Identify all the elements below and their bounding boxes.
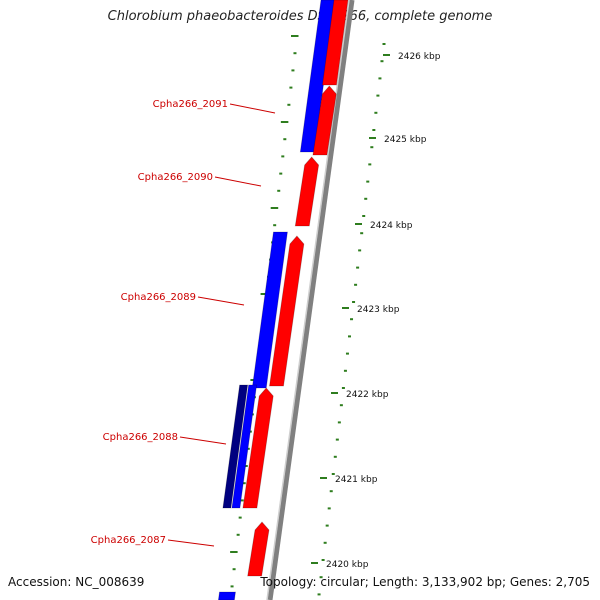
- reverse-gene-2088-dark-body: [222, 385, 248, 508]
- forward-gene-2091-red-edge: [312, 85, 337, 156]
- reverse-gene-2088-body: [231, 385, 257, 508]
- reverse-gene-2089-body: [252, 232, 288, 388]
- gene-label: Cpha266_2090: [138, 172, 213, 183]
- gene-label: Cpha266_2088: [103, 432, 178, 443]
- forward-gene-2091-red: [312, 85, 337, 156]
- gene-label: Cpha266_2089: [121, 292, 196, 303]
- forward-gene-2090: [294, 156, 320, 227]
- right-dotted-ring: [317, 43, 386, 596]
- reverse-gene-2088: [231, 384, 258, 509]
- backbone-line: [267, 0, 355, 600]
- kbp-tick-label: 2426 kbp: [398, 52, 441, 62]
- gene-label-leader: [214, 176, 262, 187]
- forward-gene-a-body: [322, 0, 348, 85]
- gene-label: Cpha266_2087: [91, 535, 166, 546]
- kbp-tick-label: 2424 kbp: [370, 221, 413, 231]
- gene-label-leader: [179, 436, 227, 445]
- gene-label-leader: [197, 296, 245, 306]
- kbp-tick-label: 2423 kbp: [357, 305, 400, 315]
- forward-gene-2089-edge: [269, 235, 305, 387]
- reverse-gene-next: [217, 591, 236, 600]
- reverse-gene-2088-edge: [231, 384, 258, 509]
- kbp-tick-label: 2421 kbp: [335, 475, 378, 485]
- topology-summary-text: Topology: circular; Length: 3,133,902 bp…: [260, 575, 590, 589]
- forward-gene-2087: [247, 521, 270, 577]
- kbp-tick-label: 2425 kbp: [384, 135, 427, 145]
- gene-label-leader: [167, 539, 215, 547]
- backbone-highlight: [266, 0, 350, 600]
- forward-gene-2091-red-body: [312, 86, 337, 155]
- genome-title: Chlorobium phaeobacteroides DSM 266, com…: [107, 9, 493, 24]
- forward-gene-2087-edge: [247, 521, 270, 577]
- kbp-tick-label: 2422 kbp: [346, 390, 389, 400]
- forward-gene-2089-body: [269, 236, 304, 386]
- gene-label: Cpha266_2091: [153, 99, 228, 110]
- forward-gene-2088-edge: [242, 387, 274, 509]
- kbp-tick-label: 2420 kbp: [326, 560, 369, 570]
- reverse-gene-next-edge: [217, 591, 236, 600]
- forward-gene-2088: [242, 387, 274, 509]
- reverse-gene-next-body: [218, 592, 236, 600]
- gene-label-leader: [229, 103, 276, 114]
- forward-gene-2090-edge: [294, 156, 320, 227]
- reverse-gene-2088-dark: [222, 384, 249, 509]
- forward-gene-2087-body: [247, 522, 270, 576]
- accession-text: Accession: NC_008639: [8, 575, 145, 589]
- reverse-gene-2088-dark-edge: [222, 384, 249, 509]
- forward-gene-2089: [269, 235, 305, 387]
- forward-gene-a: [321, 0, 349, 86]
- reverse-gene-2091-body: [300, 0, 335, 152]
- forward-gene-2090-body: [295, 157, 319, 226]
- forward-gene-a-edge: [321, 0, 349, 86]
- forward-gene-2088-body: [242, 388, 274, 508]
